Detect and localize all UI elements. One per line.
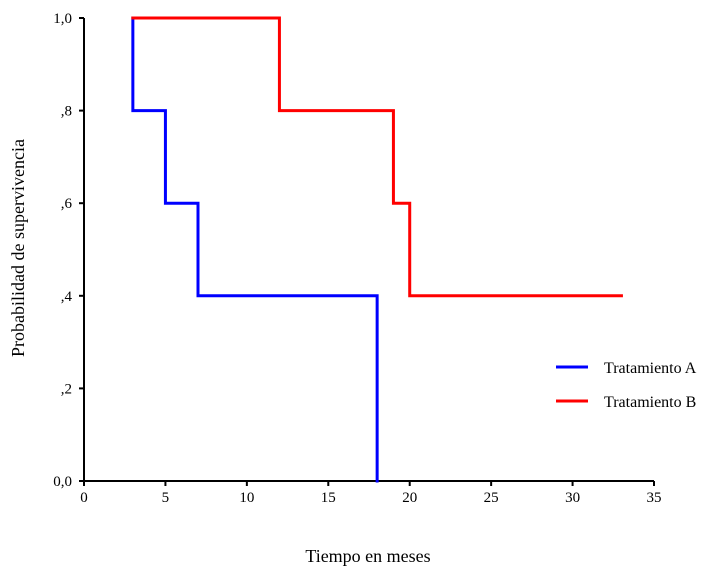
x-tick-label: 15 <box>321 490 336 506</box>
y-tick-label: ,8 <box>61 104 72 120</box>
y-tick-label: 0,0 <box>53 474 72 490</box>
y-tick-label: ,6 <box>61 196 73 212</box>
x-tick-label: 10 <box>239 490 254 506</box>
y-axis-title: Probabilidad de supervivencia <box>8 139 28 357</box>
x-tick-label: 30 <box>565 490 580 506</box>
y-tick-label: ,4 <box>61 289 73 305</box>
legend-label: Tratamiento B <box>604 394 696 411</box>
y-tick-label: 1,0 <box>53 11 72 27</box>
series-lines <box>131 16 623 483</box>
legend-label: Tratamiento A <box>604 360 697 377</box>
x-tick-label: 20 <box>402 490 417 506</box>
axes: 0,0 ,2 ,4 ,6 ,8 1,0 0 5 10 15 20 25 30 35 <box>53 11 661 506</box>
x-axis-title: Tiempo en meses <box>305 546 430 566</box>
series-line-b <box>131 16 623 298</box>
x-tick-label: 35 <box>647 490 662 506</box>
x-tick-label: 25 <box>484 490 499 506</box>
y-tick-label: ,2 <box>61 381 72 397</box>
x-tick-label: 5 <box>162 490 170 506</box>
series-line-a <box>131 16 379 483</box>
x-tick-label: 0 <box>80 490 88 506</box>
legend: Tratamiento A Tratamiento B <box>556 360 697 411</box>
